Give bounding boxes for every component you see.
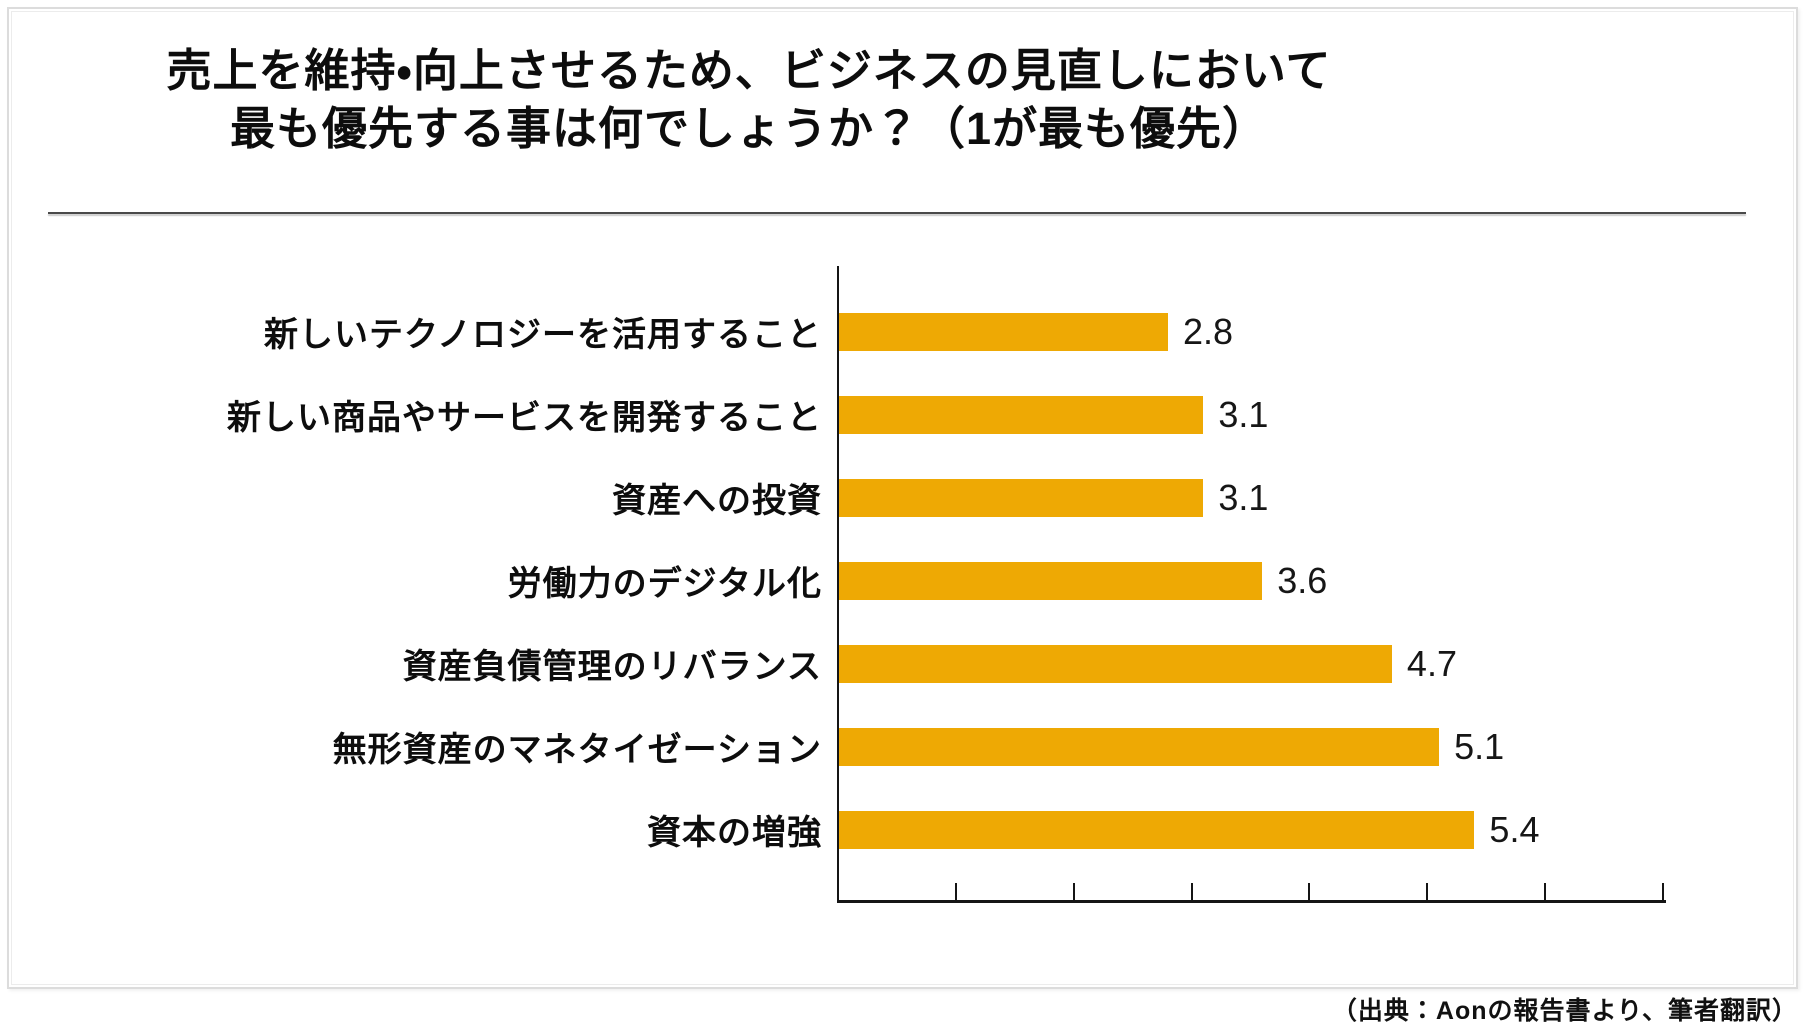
- category-label: 資産負債管理のリバランス: [402, 648, 822, 686]
- bar: [838, 727, 1440, 766]
- value-label: 3.6: [1277, 559, 1328, 601]
- category-label: 新しいテクノロジーを活用すること: [264, 316, 822, 354]
- chart-title-line2: 最も優先する事は何でしょうか？（1が最も優先）: [229, 103, 1269, 154]
- bar-row: 資本の増強 5.4: [0, 788, 1806, 871]
- bar: [838, 395, 1204, 434]
- x-axis-tick: [1190, 883, 1193, 901]
- x-axis-tick: [1662, 883, 1664, 901]
- bar-row: 無形資産のマネタイゼーション 5.1: [0, 705, 1806, 788]
- y-axis: [837, 266, 839, 903]
- category-label: 資本の増強: [647, 814, 822, 852]
- category-label: 労働力のデジタル化: [507, 565, 822, 603]
- category-label: 無形資産のマネタイゼーション: [332, 731, 822, 769]
- bar: [838, 312, 1168, 351]
- bar: [838, 810, 1475, 849]
- source-note: （出典：Aonの報告書より、筆者翻訳）: [1331, 997, 1798, 1025]
- bar: [838, 644, 1392, 683]
- value-label: 3.1: [1218, 476, 1269, 518]
- chart-title-line1: 売上を維持・向上させるため、ビジネスの見直しにおいて: [166, 45, 1332, 96]
- bar: [838, 561, 1263, 600]
- x-axis-tick: [954, 883, 957, 901]
- bar-row: 資産負債管理のリバランス 4.7: [0, 622, 1806, 705]
- value-label: 2.8: [1183, 310, 1234, 352]
- value-label: 4.7: [1406, 642, 1457, 684]
- bar: [838, 478, 1204, 517]
- bar-row: 新しいテクノロジーを活用すること 2.8: [0, 290, 1806, 373]
- bar-rows: 新しいテクノロジーを活用すること 2.8 新しい商品やサービスを開発すること 3…: [0, 290, 1806, 871]
- category-label: 新しい商品やサービスを開発すること: [227, 399, 822, 437]
- bar-row: 資産への投資 3.1: [0, 456, 1806, 539]
- title-separator: [48, 212, 1746, 214]
- value-label: 5.4: [1489, 808, 1540, 850]
- x-axis-tick: [1544, 883, 1547, 901]
- x-axis-tick: [1072, 883, 1075, 901]
- value-label: 5.1: [1454, 725, 1505, 767]
- x-axis-tick: [1308, 883, 1311, 901]
- category-label: 資産への投資: [612, 482, 822, 520]
- chart-title: 売上を維持・向上させるため、ビジネスの見直しにおいて 最も優先する事は何でしょう…: [0, 42, 1498, 158]
- value-label: 3.1: [1218, 393, 1269, 435]
- bar-row: 労働力のデジタル化 3.6: [0, 539, 1806, 622]
- x-axis: [837, 900, 1666, 903]
- bar-row: 新しい商品やサービスを開発すること 3.1: [0, 373, 1806, 456]
- x-axis-tick: [1426, 883, 1429, 901]
